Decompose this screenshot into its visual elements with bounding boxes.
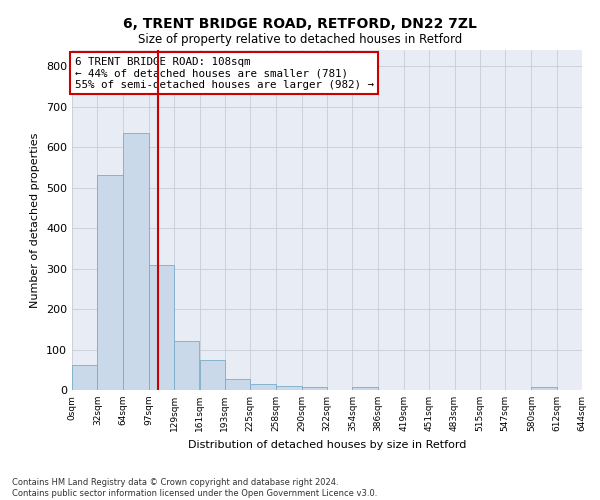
Bar <box>225 378 250 390</box>
Text: 6 TRENT BRIDGE ROAD: 108sqm
← 44% of detached houses are smaller (781)
55% of se: 6 TRENT BRIDGE ROAD: 108sqm ← 44% of det… <box>74 57 374 90</box>
Text: Contains HM Land Registry data © Crown copyright and database right 2024.
Contai: Contains HM Land Registry data © Crown c… <box>12 478 377 498</box>
Bar <box>532 387 557 390</box>
Bar <box>250 384 277 390</box>
Bar <box>302 387 327 390</box>
Text: Size of property relative to detached houses in Retford: Size of property relative to detached ho… <box>138 32 462 46</box>
Bar <box>149 264 174 390</box>
Bar <box>199 360 225 390</box>
Bar <box>352 387 377 390</box>
Y-axis label: Number of detached properties: Number of detached properties <box>31 132 40 308</box>
Bar <box>122 133 149 390</box>
Bar <box>97 176 122 390</box>
X-axis label: Distribution of detached houses by size in Retford: Distribution of detached houses by size … <box>188 440 466 450</box>
Bar <box>277 386 302 390</box>
Text: 6, TRENT BRIDGE ROAD, RETFORD, DN22 7ZL: 6, TRENT BRIDGE ROAD, RETFORD, DN22 7ZL <box>123 18 477 32</box>
Bar <box>72 364 97 390</box>
Bar <box>174 342 199 390</box>
